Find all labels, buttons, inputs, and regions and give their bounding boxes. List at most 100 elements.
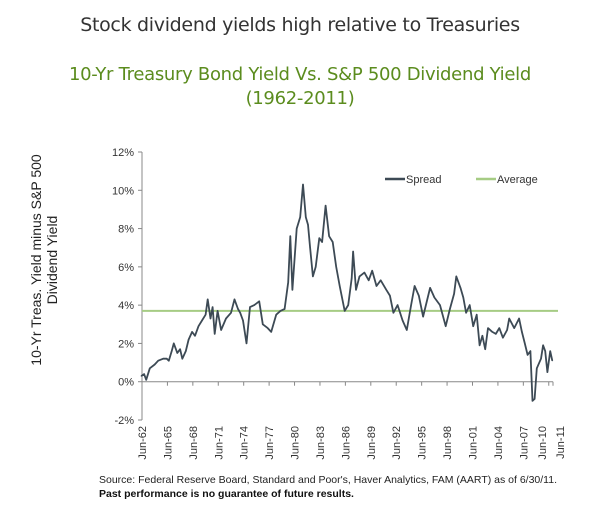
x-tick-label: Jun-10 (537, 426, 549, 460)
spread-point (352, 250, 354, 253)
spread-point (518, 317, 520, 320)
spread-point (179, 348, 181, 350)
spread-point (145, 379, 147, 381)
spread-point (279, 310, 282, 312)
spread-point (495, 333, 497, 335)
spread-point (429, 287, 431, 289)
spread-point (162, 358, 164, 360)
spread-point (171, 350, 173, 352)
spread-point (413, 285, 416, 287)
spread-point (371, 270, 373, 272)
x-tick-label: Jun-01 (467, 426, 479, 460)
spread-point (422, 316, 424, 318)
chart-title-line-1: 10-Yr Treasury Bond Yield Vs. S&P 500 Di… (69, 64, 531, 85)
x-tick-label: Jun-07 (518, 426, 530, 460)
spread-point (335, 266, 337, 268)
spread-point (291, 289, 294, 291)
spread-point (351, 277, 353, 279)
spread-point (157, 360, 159, 362)
spread-point (491, 331, 493, 333)
x-tick-label: Jun-89 (366, 426, 378, 460)
x-tick-label: Jun-62 (137, 426, 149, 460)
spread-point (529, 350, 532, 352)
y-tick-label: 10% (112, 185, 134, 197)
spread-point (166, 358, 168, 360)
spread-point (332, 241, 334, 243)
spread-point (140, 375, 142, 377)
spread-point (449, 308, 451, 310)
spread-point (214, 333, 216, 335)
spread-point (233, 298, 236, 300)
spread-point (188, 339, 190, 341)
spread-point (368, 279, 370, 281)
spread-point (481, 335, 483, 337)
spread-point (344, 310, 346, 312)
spread-point (385, 289, 387, 291)
spread-point (209, 317, 212, 320)
x-tick-label: Jun-04 (493, 426, 505, 460)
spread-point (309, 247, 311, 249)
spread-point (433, 296, 435, 299)
spread-point (312, 275, 314, 278)
spread-point (478, 344, 481, 346)
spread-point (439, 304, 441, 306)
chart-title-line-2: (1962-2011) (245, 88, 355, 109)
spread-point (318, 237, 320, 239)
spread-point (472, 325, 474, 327)
spread-point (149, 367, 151, 369)
spread-point (445, 325, 447, 327)
spread-point (267, 327, 269, 329)
spread-point (328, 235, 330, 237)
spread-point (521, 331, 523, 333)
legend-spread-label: Spread (406, 174, 441, 186)
spread-point (216, 310, 219, 312)
x-tick-label: Jun-80 (290, 426, 302, 460)
spread-point (534, 398, 536, 400)
spread-point (410, 304, 412, 306)
spread-point (540, 358, 542, 360)
y-tick-label: 8% (118, 224, 134, 236)
spread-point (355, 289, 357, 291)
spread-point (358, 275, 361, 278)
spread-point (380, 279, 382, 281)
spread-point (237, 308, 239, 310)
spread-point (392, 312, 395, 314)
disclaimer: Past performance is no guarantee of futu… (99, 488, 354, 500)
spread-point (544, 350, 546, 352)
spread-point (484, 348, 486, 350)
spread-point (305, 216, 307, 218)
spread-point (296, 227, 298, 230)
spread-point (194, 335, 196, 337)
spread-point (524, 342, 526, 345)
spread-point (262, 323, 264, 325)
spread-point (476, 314, 478, 316)
spread-point (220, 329, 222, 331)
x-tick-label: Jun-83 (315, 426, 327, 460)
spread-point (197, 325, 200, 327)
spread-point (462, 296, 464, 299)
spread-point (502, 337, 504, 339)
spread-point (536, 367, 538, 369)
spread-point (212, 306, 214, 308)
spread-point (551, 360, 553, 362)
spread-point (185, 350, 187, 352)
y-tick-label: 0% (118, 377, 134, 389)
y-tick-label: 2% (118, 338, 134, 350)
spread-point (401, 319, 404, 322)
y-axis-label: 10-Yr Treas. Yield minus S&P 500 Dividen… (28, 154, 60, 366)
x-tick-label: Jun-98 (442, 426, 454, 460)
spread-point (201, 319, 203, 322)
source-note: Source: Federal Reserve Board, Standard … (99, 474, 558, 486)
spread-point (143, 373, 145, 375)
spread-point (253, 304, 255, 306)
spread-point (498, 327, 500, 329)
spread-point (453, 293, 455, 295)
spread-point (270, 331, 272, 333)
spread-point (154, 363, 156, 366)
y-tick-label: -2% (114, 415, 134, 427)
spread-point (546, 371, 548, 373)
spread-point (207, 298, 209, 300)
spread-point (173, 342, 175, 345)
spread-point (245, 342, 248, 345)
spread-point (230, 312, 232, 314)
